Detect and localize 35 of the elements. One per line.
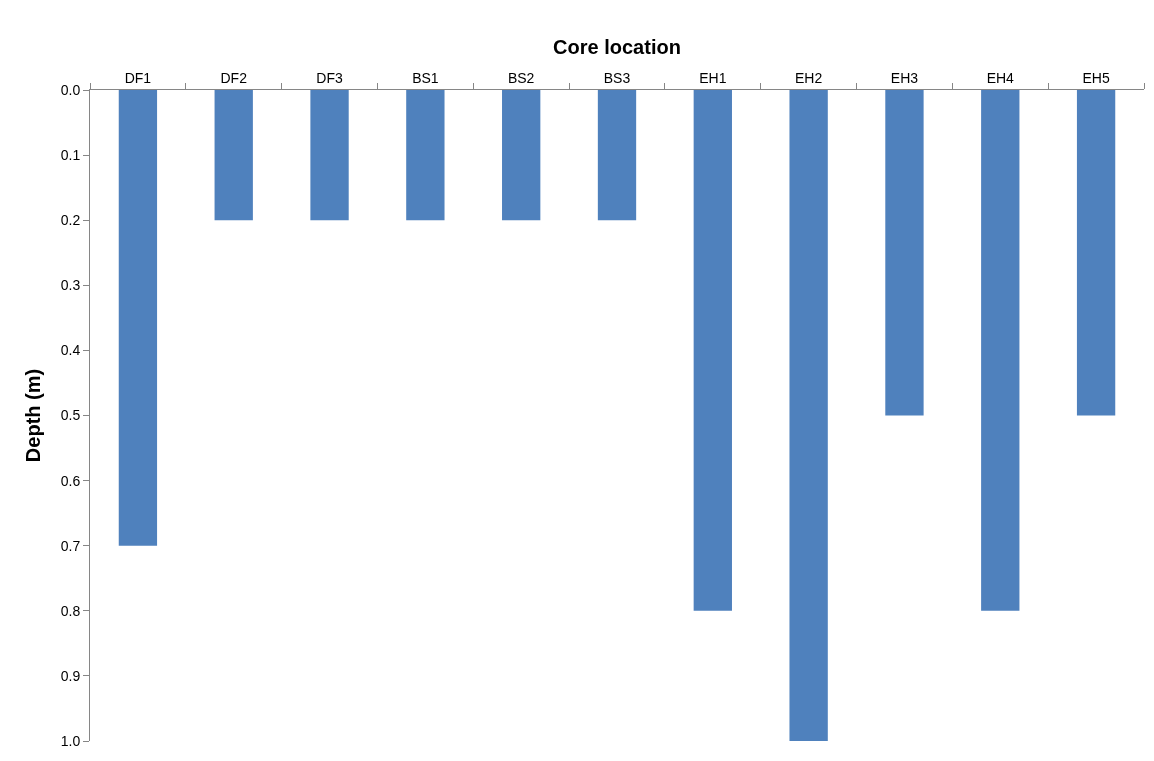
y-tick-label: 0.4: [60, 342, 81, 359]
x-tick-label: EH4: [986, 70, 1015, 87]
bar: [981, 90, 1020, 611]
y-tick-label: 1.0: [60, 732, 81, 749]
bar: [789, 90, 828, 741]
y-axis-title: Depth (m): [22, 368, 45, 463]
bar: [118, 90, 158, 546]
x-tick-label: DF1: [124, 70, 152, 87]
y-tick-label: 0.0: [60, 81, 81, 98]
y-tick-label: 0.3: [60, 277, 81, 294]
x-tick-label: BS2: [507, 70, 535, 87]
bar: [406, 90, 445, 221]
y-tick-label: 0.8: [60, 602, 81, 619]
bar: [693, 90, 732, 611]
y-tick-label: 0.6: [60, 472, 81, 489]
y-tick-label: 0.7: [60, 537, 81, 554]
x-tick-label: DF2: [220, 70, 248, 87]
bar: [885, 90, 924, 416]
x-tick-label: EH5: [1082, 70, 1110, 87]
bar: [1076, 90, 1116, 416]
x-axis-title: Core location: [553, 35, 681, 58]
x-tick-label: EH3: [890, 70, 919, 87]
x-tick-label: BS3: [603, 70, 631, 87]
bar: [214, 90, 253, 221]
x-tick-label: DF3: [316, 70, 343, 87]
bar: [597, 90, 637, 221]
bar: [502, 90, 541, 221]
x-tick-label: BS1: [412, 70, 439, 87]
y-tick-label: 0.9: [60, 667, 81, 684]
y-tick-label: 0.5: [60, 407, 81, 424]
y-tick-label: 0.2: [60, 212, 81, 229]
y-tick-label: 0.1: [60, 147, 81, 163]
bar: [310, 90, 349, 221]
x-tick-label: EH2: [795, 70, 823, 87]
x-tick-label: EH1: [699, 70, 727, 87]
